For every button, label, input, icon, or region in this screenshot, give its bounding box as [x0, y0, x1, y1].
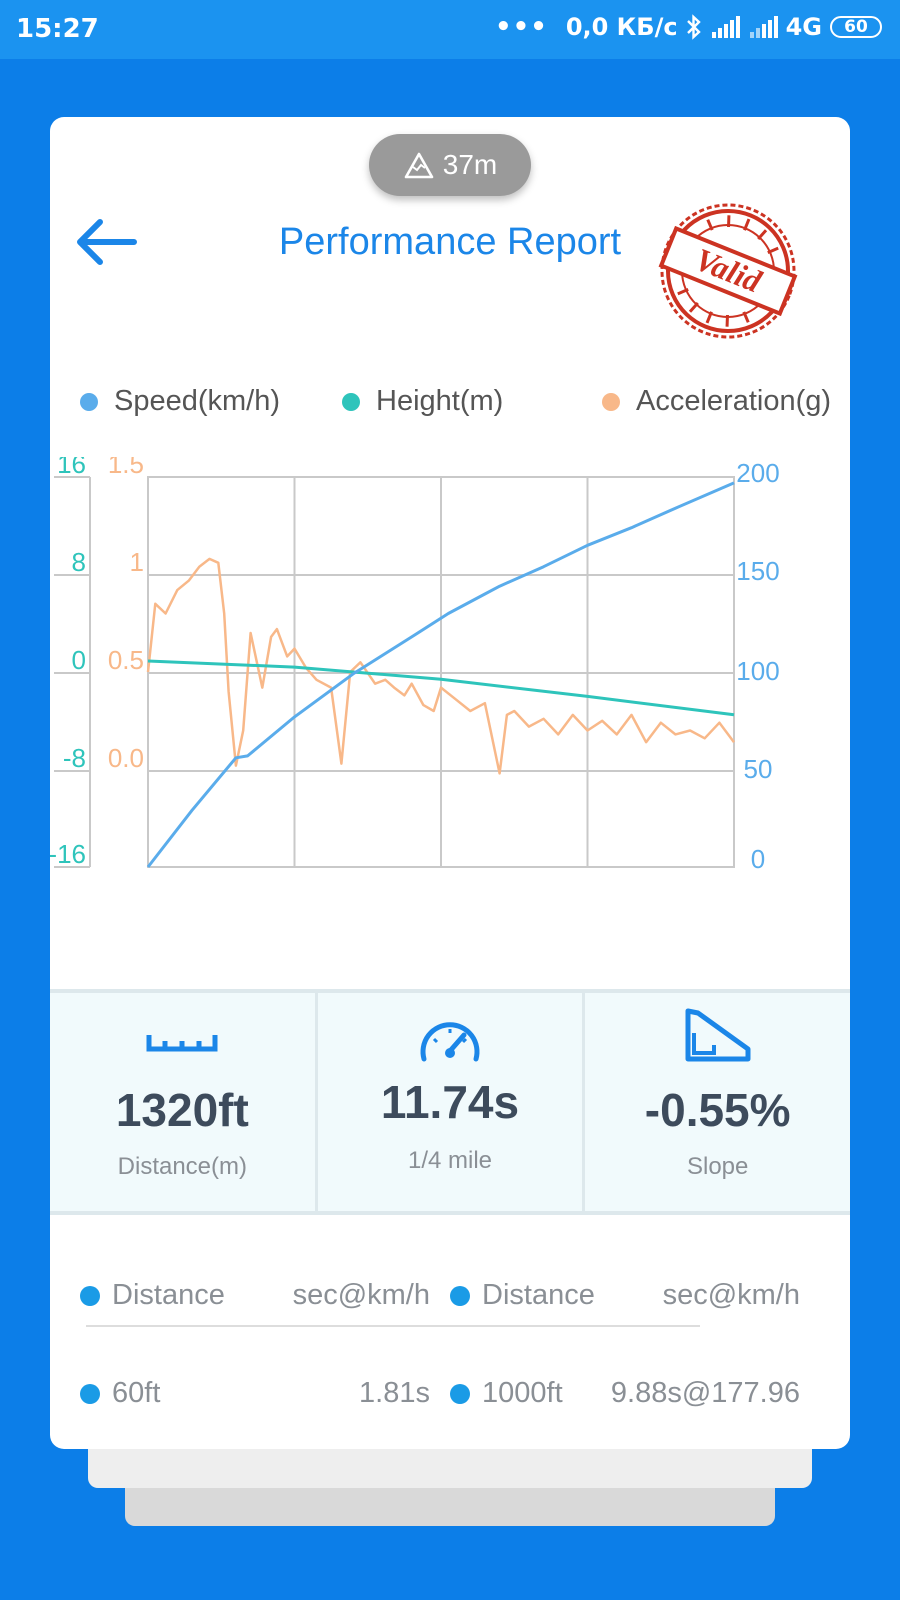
split-time-1000ft: 9.88s@177.96 — [610, 1377, 800, 1409]
height-tick-label: 16 — [57, 457, 86, 479]
legend-acceleration-label: Acceleration(g) — [636, 385, 832, 417]
height-tick-label: -16 — [50, 839, 86, 869]
speed-tick-label: 200 — [736, 458, 779, 488]
split-header-row: Distance sec@km/h Distance sec@km/h — [80, 1267, 820, 1327]
network-type: 4G — [785, 13, 822, 41]
valid-stamp-icon: Valid — [658, 203, 798, 339]
altitude-badge: 37m — [369, 134, 531, 196]
acceleration-tick-label: 0.5 — [108, 645, 144, 675]
stat-distance: 1320ft Distance(m) — [50, 993, 315, 1211]
height-series-line — [147, 659, 735, 717]
legend-height-dot — [342, 392, 360, 411]
height-tick-label: 0 — [72, 645, 86, 675]
acceleration-tick-label: 1.5 — [108, 457, 144, 479]
stat-quarter-mile-label: 1/4 mile — [407, 1147, 493, 1174]
stat-distance-value: 1320ft — [115, 1084, 249, 1136]
status-indicators: ••• 0,0 КБ/с 4G 60 — [495, 12, 882, 42]
split-distance-60ft: 60ft — [80, 1377, 160, 1410]
mountain-icon — [404, 152, 434, 179]
chart-legend: Speed(km/h) Height(m) Acceleration(g) — [80, 385, 850, 425]
split-header-distance-2: Distance — [450, 1279, 595, 1312]
split-dot — [80, 1383, 100, 1404]
stat-quarter-mile: 11.74s 1/4 mile — [314, 993, 583, 1211]
legend-acceleration-dot — [602, 392, 620, 411]
split-header-label-2: Distance — [482, 1279, 595, 1311]
split-header-distance: Distance — [80, 1279, 225, 1312]
legend-acceleration: Acceleration(g) — [602, 385, 831, 418]
speedometer-icon — [420, 1022, 480, 1062]
legend-speed-dot — [80, 392, 98, 411]
split-header-label: Distance — [112, 1279, 225, 1311]
table-row: 60ft 1.81s 1000ft 9.88s@177.96 — [80, 1365, 820, 1425]
speed-series-line — [146, 481, 735, 868]
legend-speed: Speed(km/h) — [80, 385, 280, 418]
split-header-sec: sec@km/h — [292, 1279, 430, 1311]
legend-height: Height(m) — [342, 385, 503, 418]
height-tick-label: -8 — [63, 743, 86, 773]
signal-icon — [710, 16, 740, 38]
split-distance-label: 60ft — [112, 1377, 161, 1409]
speed-tick-label: 0 — [751, 844, 765, 874]
stat-slope-label: Slope — [686, 1153, 749, 1180]
network-speed: 0,0 КБ/с — [565, 13, 678, 41]
acceleration-tick-label: 0.0 — [108, 743, 144, 773]
stats-row: 1320ft Distance(m) 11.74s 1/4 mile -0.55… — [50, 989, 850, 1215]
split-distance-1000ft: 1000ft — [450, 1377, 563, 1410]
split-dot — [450, 1285, 470, 1306]
split-distance-label-2: 1000ft — [482, 1377, 563, 1409]
page-title: Performance Report — [278, 221, 622, 263]
stat-slope: -0.55% Slope — [582, 993, 850, 1211]
split-dot — [80, 1285, 100, 1306]
stat-distance-label: Distance(m) — [117, 1153, 248, 1180]
split-times-table: Distance sec@km/h Distance sec@km/h 60ft… — [80, 1267, 820, 1425]
status-time: 15:27 — [16, 14, 99, 44]
speed-tick-label: 150 — [736, 556, 779, 586]
back-arrow-icon[interactable] — [72, 217, 138, 267]
acceleration-tick-label: 1 — [130, 547, 144, 577]
split-header-sec-2: sec@km/h — [662, 1279, 800, 1311]
performance-chart: 16 8 0 -8 -16 1.5 1 0.5 0.0 200 150 100 50 0 — [50, 457, 780, 874]
altitude-value: 37m — [442, 149, 498, 180]
battery-icon: 60 — [830, 16, 882, 38]
signal-icon-2 — [748, 16, 778, 38]
stat-quarter-mile-value: 11.74s — [380, 1076, 520, 1128]
report-card: 37m Performance Report Valid Speed(km/h) — [50, 117, 850, 1449]
split-dot — [450, 1383, 470, 1404]
more-dots-icon: ••• — [494, 12, 548, 42]
status-bar: 15:27 ••• 0,0 КБ/с 4G 60 — [0, 0, 900, 59]
speed-tick-label: 50 — [744, 754, 773, 784]
legend-speed-label: Speed(km/h) — [114, 385, 281, 417]
split-divider — [86, 1325, 700, 1327]
split-time-60ft: 1.81s — [359, 1377, 430, 1409]
slope-icon — [685, 1008, 751, 1062]
ruler-icon — [146, 1035, 218, 1052]
height-tick-label: 8 — [72, 547, 86, 577]
speed-tick-label: 100 — [736, 656, 779, 686]
bluetooth-icon — [686, 14, 701, 40]
legend-height-label: Height(m) — [376, 385, 504, 417]
stat-slope-value: -0.55% — [644, 1084, 791, 1136]
